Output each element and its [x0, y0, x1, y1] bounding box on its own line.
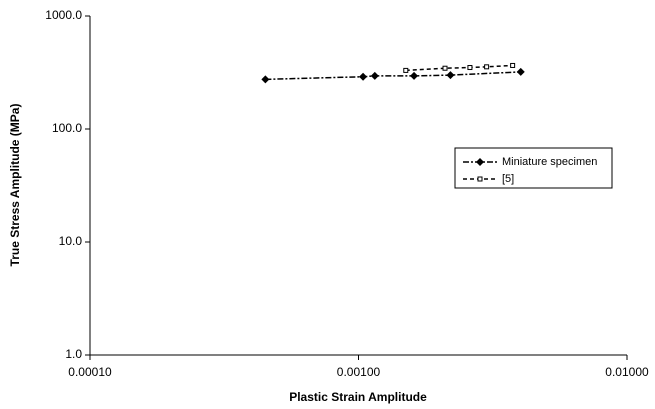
x-tick-label: 0.00100: [337, 365, 381, 379]
marker: [442, 65, 448, 71]
marker: [476, 158, 484, 166]
y-tick-label: 10.0: [59, 234, 83, 248]
legend-label: Miniature specimen: [502, 156, 597, 168]
legend-label: [5]: [502, 173, 514, 185]
y-axis-title: True Stress Amplitude (MPa): [8, 104, 22, 267]
y-tick-label: 1.0: [65, 347, 82, 361]
marker: [467, 65, 473, 71]
x-axis-title: Plastic Strain Amplitude: [289, 390, 427, 404]
marker: [446, 71, 455, 80]
trend-line: [405, 64, 513, 72]
marker: [510, 62, 516, 68]
marker: [516, 67, 525, 76]
marker: [359, 72, 368, 81]
y-tick-label: 1000.0: [45, 8, 82, 22]
trend-line: [265, 71, 521, 81]
marker: [261, 75, 270, 84]
marker: [484, 64, 490, 70]
marker: [403, 67, 409, 73]
legend-box: [454, 147, 613, 189]
marker: [370, 71, 379, 80]
marker: [410, 71, 419, 80]
marker: [477, 176, 483, 182]
x-tick-label: 0.00010: [68, 365, 112, 379]
y-tick-label: 100.0: [52, 121, 82, 135]
x-tick-label: 0.01000: [605, 365, 649, 379]
